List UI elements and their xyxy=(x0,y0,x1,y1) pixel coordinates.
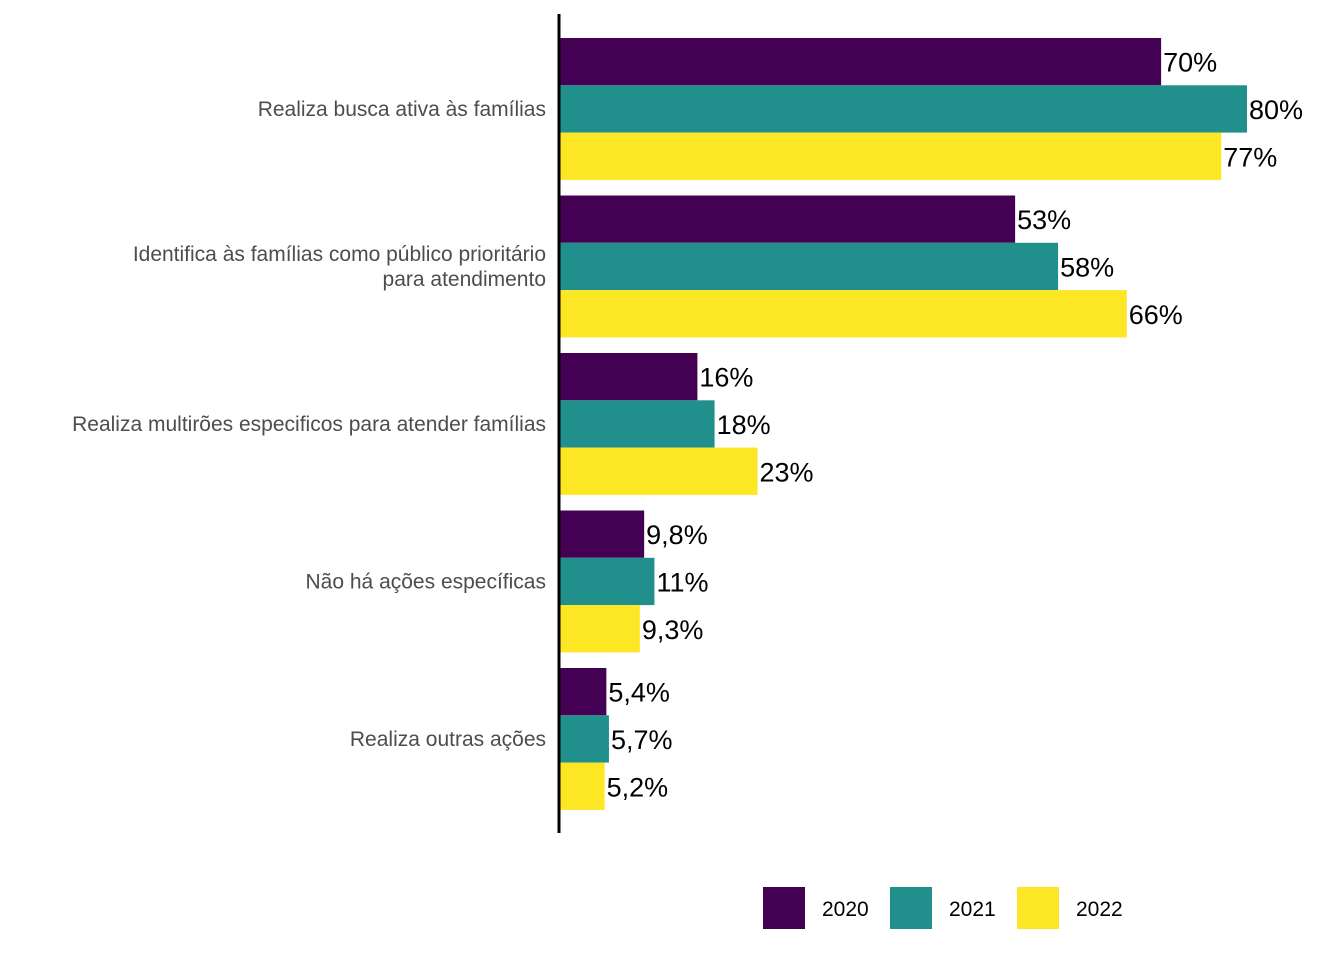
bar-2020 xyxy=(560,510,645,558)
category-label: Identifica às famílias como público prio… xyxy=(133,243,546,291)
bar-2020 xyxy=(560,668,607,716)
data-label: 5,7% xyxy=(611,725,673,755)
data-label: 16% xyxy=(699,363,753,393)
category-label-line: Realiza outras ações xyxy=(350,728,546,751)
bar-2020 xyxy=(560,38,1162,86)
bar-2022 xyxy=(560,605,640,653)
bar-2021 xyxy=(560,85,1247,133)
bar-2022 xyxy=(560,762,605,810)
bar-2020 xyxy=(560,195,1016,243)
data-label: 77% xyxy=(1223,142,1277,172)
category-label-line: Realiza busca ativa às famílias xyxy=(258,98,546,121)
value-labels-group: 70% 80% 77% 53% 58% 66% 16% 18% 23% 9,8% 11% 9,3% 5,… xyxy=(607,48,1303,803)
bar-2022 xyxy=(560,132,1222,180)
data-label: 18% xyxy=(717,410,771,440)
data-label: 53% xyxy=(1017,205,1071,235)
bar-2020 xyxy=(560,353,698,401)
category-label: Realiza multirões especificos para atend… xyxy=(72,413,546,436)
legend: 2020 2021 2022 xyxy=(763,887,1123,929)
legend-key-2021 xyxy=(890,887,932,929)
data-label: 5,4% xyxy=(608,678,670,708)
bar-2022 xyxy=(560,290,1127,338)
category-labels-group: Realiza busca ativa às famílias Identific… xyxy=(72,98,546,751)
bars-group xyxy=(560,38,1247,810)
data-label: 58% xyxy=(1060,252,1114,282)
legend-key-2022 xyxy=(1017,887,1059,929)
legend-key-2020 xyxy=(763,887,805,929)
legend-label: 2022 xyxy=(1076,898,1123,921)
data-label: 70% xyxy=(1163,48,1217,78)
bar-2021 xyxy=(560,715,609,763)
data-label: 11% xyxy=(656,567,708,597)
data-label: 23% xyxy=(760,457,814,487)
category-label-line: Não há ações específicas xyxy=(306,570,546,593)
category-label: Realiza outras ações xyxy=(350,728,546,751)
legend-label: 2021 xyxy=(949,898,996,921)
data-label: 5,2% xyxy=(607,772,669,802)
category-label-line: para atendimento xyxy=(383,268,546,291)
bar-2021 xyxy=(560,557,655,606)
data-label: 9,8% xyxy=(646,520,708,550)
bar-2022 xyxy=(560,447,758,495)
category-label-line: Identifica às famílias como público prio… xyxy=(133,243,546,266)
category-label: Não há ações específicas xyxy=(306,570,546,593)
legend-label: 2020 xyxy=(822,898,869,921)
data-label: 66% xyxy=(1129,300,1183,330)
category-label: Realiza busca ativa às famílias xyxy=(258,98,546,121)
data-label: 9,3% xyxy=(642,615,704,645)
bar-2021 xyxy=(560,400,715,448)
bar-2021 xyxy=(560,242,1059,291)
category-label-line: Realiza multirões especificos para atend… xyxy=(72,413,546,436)
data-label: 80% xyxy=(1249,95,1303,125)
